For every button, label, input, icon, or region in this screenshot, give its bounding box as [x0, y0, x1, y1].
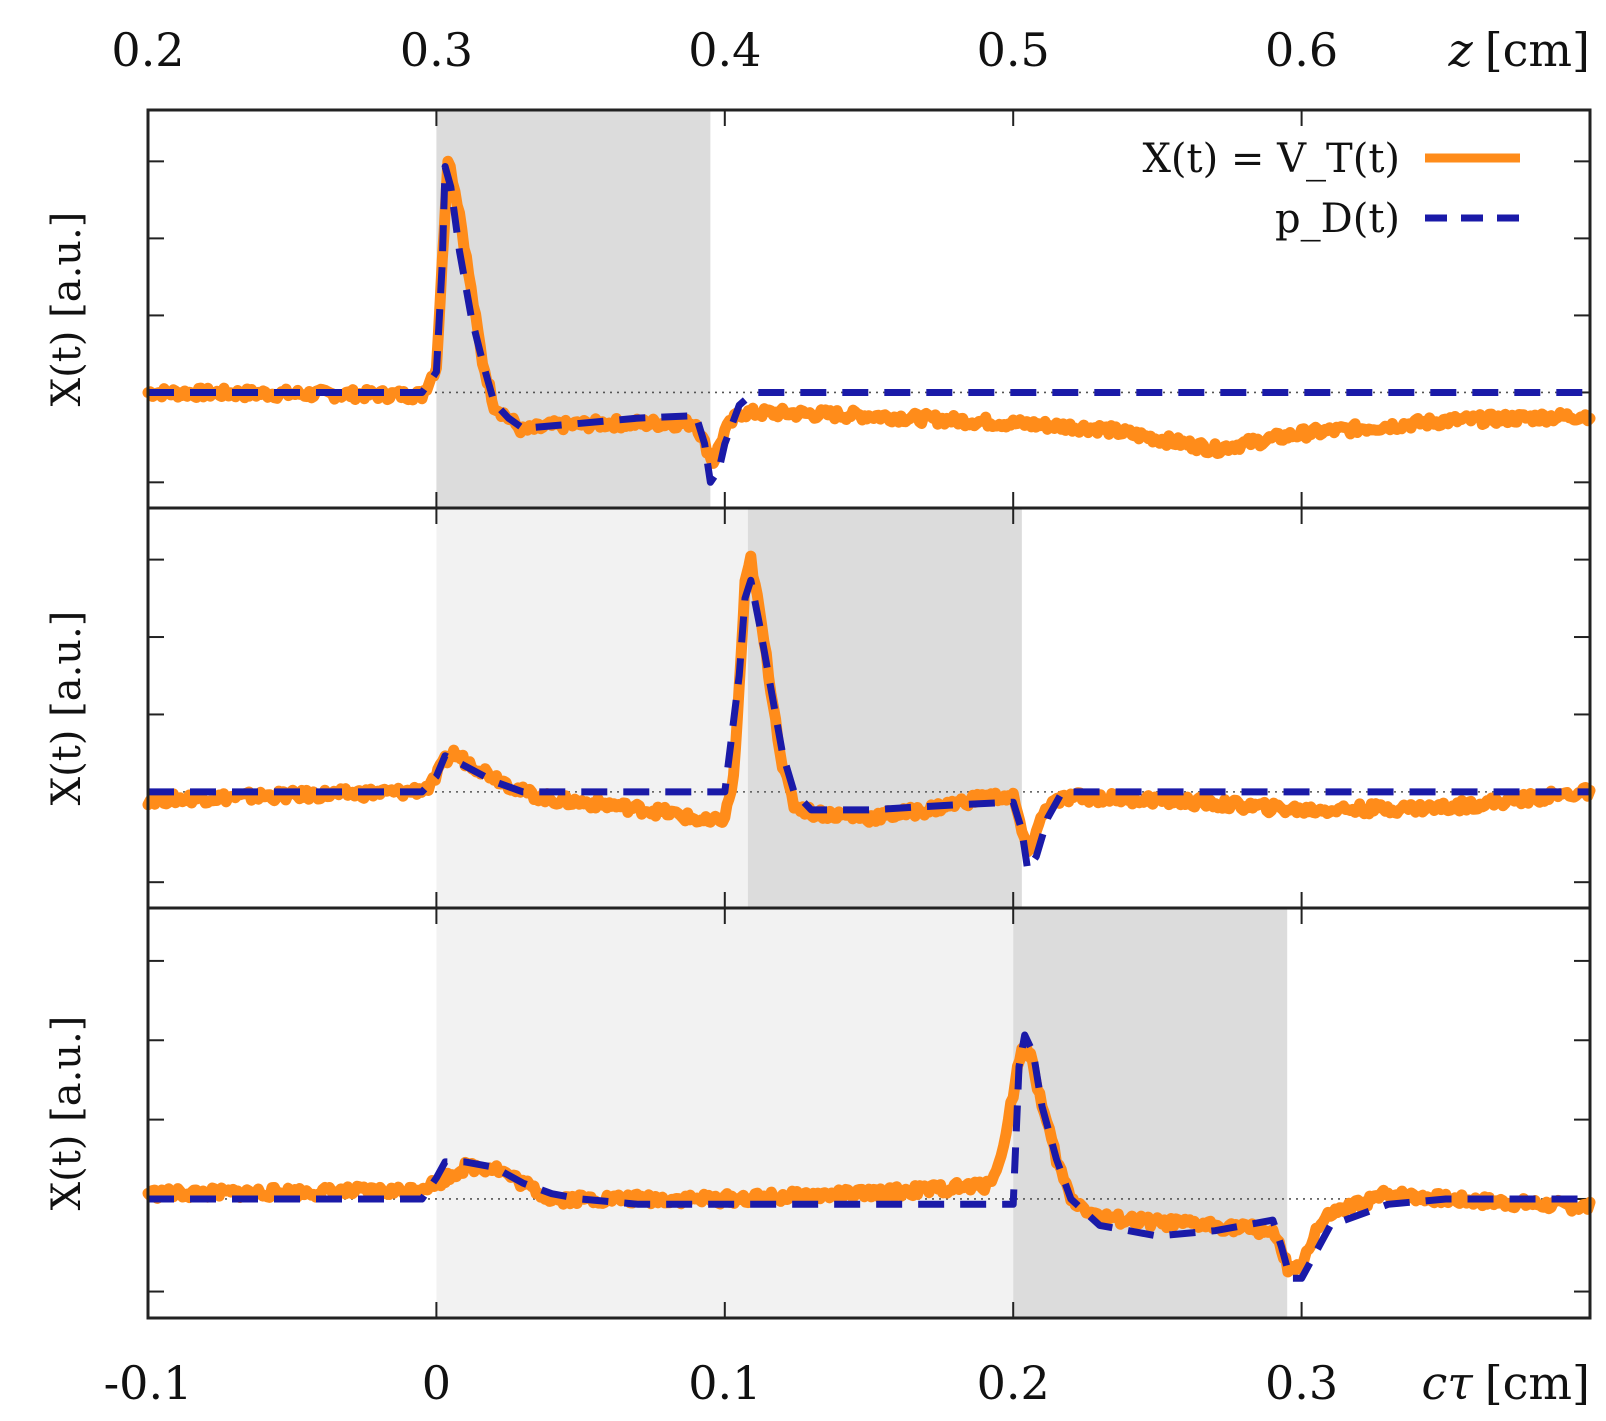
- series-measured-line: [142, 155, 1596, 469]
- bottom-tick-label: 0.3: [1265, 1356, 1338, 1410]
- dark-band: [436, 110, 711, 508]
- bottom-axis-tick-labels: -0.1 0 0.1 0.2 0.3: [104, 1356, 1339, 1410]
- panel-bottom: [142, 906, 1596, 1320]
- series-model-line: [148, 576, 1590, 873]
- y-axis-label: X(t) [a.u.]: [44, 212, 90, 407]
- top-axis-tick-labels: 0.2 0.3 0.4 0.5 0.6: [111, 23, 1338, 77]
- panels: [142, 108, 1596, 1320]
- bottom-tick-label: 0: [422, 1356, 451, 1410]
- top-axis-unit-text: [cm]: [1485, 23, 1590, 77]
- bottom-tick-label: 0.1: [688, 1356, 761, 1410]
- series-model-line: [148, 1031, 1590, 1282]
- top-tick-label: 0.6: [1265, 23, 1338, 77]
- bottom-axis-variable: cτ: [1422, 1356, 1475, 1410]
- bottom-tick-label: -0.1: [104, 1356, 193, 1410]
- dark-band: [1013, 908, 1288, 1318]
- series-measured-line: [142, 1039, 1596, 1278]
- top-tick-label: 0.3: [400, 23, 473, 77]
- top-axis-variable: z: [1447, 23, 1473, 77]
- top-axis-unit: z [cm]: [1447, 23, 1590, 77]
- bottom-axis-unit: cτ [cm]: [1422, 1356, 1591, 1410]
- dark-band: [747, 508, 1022, 908]
- y-axis-label: X(t) [a.u.]: [44, 1016, 90, 1211]
- panel-middle: [142, 506, 1596, 910]
- y-axis-labels: X(t) [a.u.] X(t) [a.u.] X(t) [a.u.]: [44, 212, 90, 1211]
- panel-frame: [146, 906, 1592, 1320]
- legend-label: p_D(t): [1275, 196, 1400, 242]
- bottom-axis-unit-text: [cm]: [1485, 1356, 1590, 1410]
- light-band: [436, 508, 748, 908]
- top-tick-label: 0.4: [688, 23, 761, 77]
- y-axis-label: X(t) [a.u.]: [44, 611, 90, 806]
- top-tick-label: 0.5: [977, 23, 1050, 77]
- top-tick-label: 0.2: [111, 23, 184, 77]
- light-band: [436, 908, 1014, 1318]
- legend-label: X(t) = V_T(t): [1142, 136, 1400, 182]
- series-measured-line: [142, 550, 1596, 858]
- legend: X(t) = V_T(t) p_D(t): [1142, 136, 1520, 242]
- bottom-tick-label: 0.2: [977, 1356, 1050, 1410]
- series-model-line: [148, 163, 1590, 486]
